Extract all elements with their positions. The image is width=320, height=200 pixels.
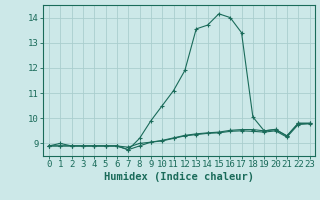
X-axis label: Humidex (Indice chaleur): Humidex (Indice chaleur) [104,172,254,182]
